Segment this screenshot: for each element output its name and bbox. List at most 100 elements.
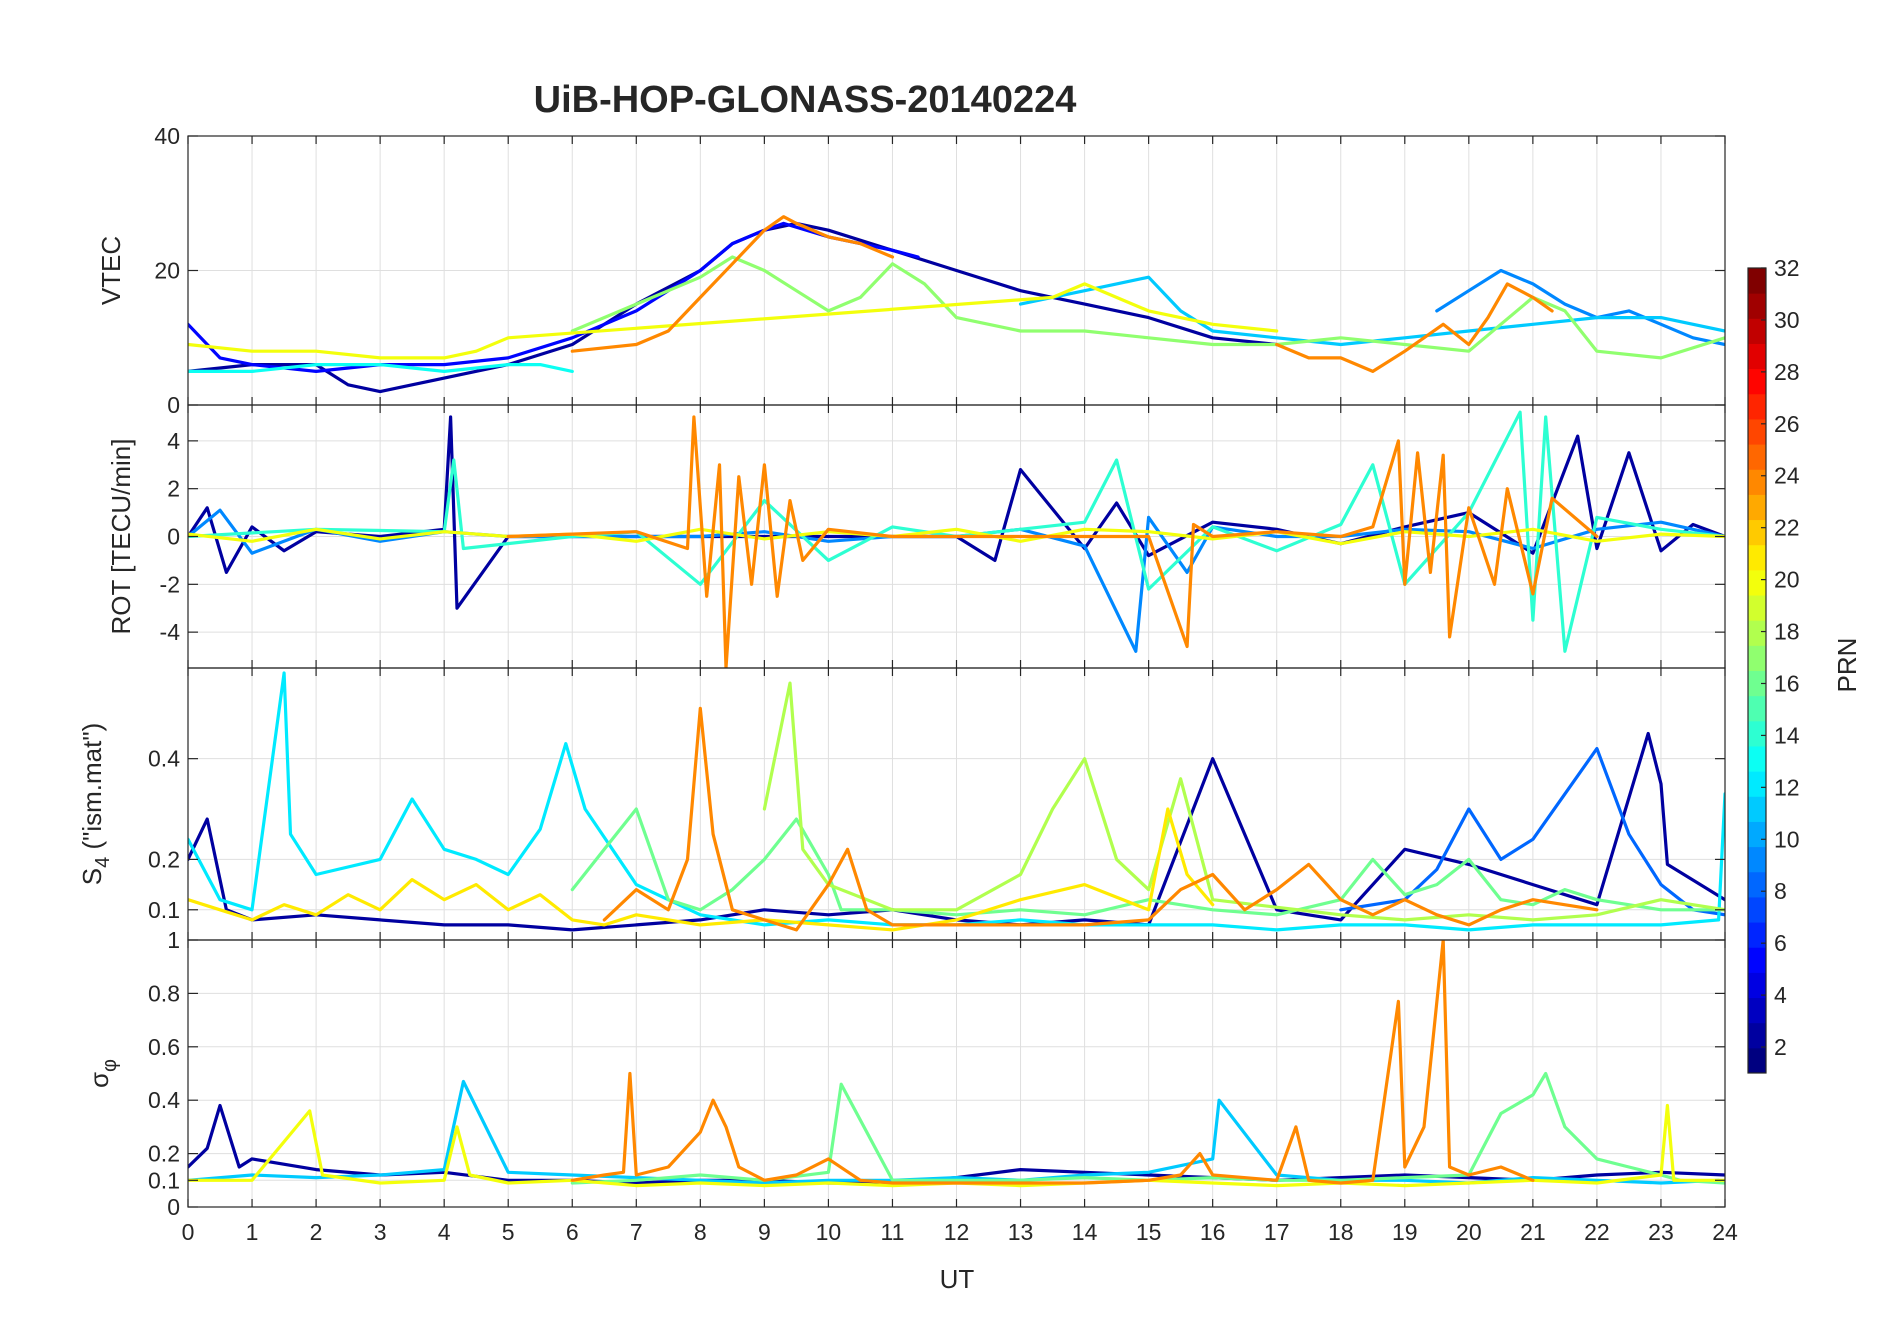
traces-rot [188,410,1725,668]
trace-prn-24 [570,215,895,353]
panel-s4: 0.1 0.2 0.4 S4 ("ism.mat") [77,667,1726,941]
x-tick-label: 5 [502,1219,515,1245]
x-tick-label: 15 [1136,1219,1162,1245]
x-tick-label: 24 [1712,1219,1738,1245]
x-tick-label: 16 [1200,1219,1226,1245]
colorbar-tick-label: 4 [1774,982,1787,1008]
trace-prn-14 [188,410,1725,653]
colorbar-segment [1748,972,1766,999]
colorbar-segment [1748,318,1766,344]
y-tick-label: 40 [154,123,180,149]
trace-prn-20 [188,282,1279,360]
x-tick-label: 17 [1264,1219,1290,1245]
colorbar-tick-label: 16 [1774,670,1800,696]
colorbar-segment [1748,695,1766,722]
colorbar-label: PRN [1832,638,1862,693]
colorbar-segment [1748,645,1766,671]
colorbar-segment [1748,771,1766,797]
y-tick-label: 0.1 [148,897,180,923]
trace-prn-16 [570,807,1725,917]
x-tick-label: 9 [758,1219,771,1245]
colorbar-tick-label: 32 [1774,255,1800,281]
trace-prn-8 [1339,747,1725,917]
colorbar-tick-label: 28 [1774,359,1800,385]
colorbar-tick-label: 8 [1774,878,1787,904]
x-tick-label: 13 [1008,1219,1034,1245]
colorbar-tick-label: 14 [1774,722,1800,748]
colorbar-segment [1748,418,1766,445]
colorbar-segment [1748,494,1766,521]
colorbar-segment [1748,796,1766,822]
colorbar-segment [1748,620,1766,646]
trace-prn-12 [188,671,1725,932]
colorbar-segment [1748,595,1766,621]
x-tick-label: 14 [1072,1219,1098,1245]
x-tick-label: 10 [816,1219,842,1245]
x-tick-label: 1 [246,1219,259,1245]
colorbar-tick-label: 22 [1774,515,1800,541]
y-tick-label: -4 [160,619,181,645]
colorbar-segment [1748,569,1766,596]
x-tick-label: 18 [1328,1219,1354,1245]
colorbar-segment [1748,1022,1766,1049]
trace-prn-18 [762,681,1725,922]
x-tick-label: 3 [374,1219,387,1245]
traces-sigma [188,940,1725,1188]
colorbar-segment [1748,544,1766,571]
colorbar-segment [1748,343,1766,370]
colorbar-segment [1748,871,1766,898]
y-tick-label: -2 [160,571,180,597]
colorbar-segment [1748,444,1766,470]
y-tick-label: 0.6 [148,1034,180,1060]
x-tick-label: 2 [310,1219,323,1245]
y-tick-label: 0.1 [148,1167,180,1193]
y-tick-label: 0 [167,1194,180,1220]
trace-prn-24 [602,706,1599,932]
colorbar-tick-label: 2 [1774,1034,1787,1060]
x-tick-label: 20 [1456,1219,1482,1245]
colorbar-tick-label: 24 [1774,463,1800,489]
panel-sigma: 00.10.2 0.4 0.6 0.8 1 σφ [84,927,1726,1220]
y-tick-label: 0.4 [148,746,180,772]
trace-prn-20 [188,527,1725,546]
colorbar-segment [1748,519,1766,546]
x-tick-label: 0 [182,1219,195,1245]
x-tick-label: 23 [1648,1219,1674,1245]
x-tick-label: 22 [1584,1219,1610,1245]
trace-prn-24 [570,940,1535,1185]
traces-vtec [188,215,1725,394]
trace-prn-24 [506,415,1599,668]
colorbar-segment [1748,947,1766,973]
panel-rot: -4 -2 0 2 4 ROT [TECU/min] [106,404,1726,669]
x-tick-label: 11 [881,1219,905,1245]
x-tick-label: 6 [566,1219,579,1245]
y-tick-label: 0.2 [148,846,180,872]
y-tick-label: 0 [167,524,180,550]
colorbar-tick-label: 30 [1774,307,1800,333]
y-tick-label: 1 [167,927,180,953]
colorbar-segment [1748,821,1766,848]
y-tick-label: 0.8 [148,980,180,1006]
y-axis-label-vtec: VTEC [96,236,126,305]
colorbar-tick-label: 12 [1774,774,1800,800]
colorbar-segment [1748,393,1766,420]
trace-prn-24 [1275,282,1554,373]
y-tick-label: 0.2 [148,1141,180,1167]
x-tick-label: 21 [1520,1219,1546,1245]
colorbar-segment [1748,293,1766,319]
y-axis-label-sigma: σφ [84,1059,121,1088]
colorbar-tick-label: 10 [1774,826,1800,852]
x-tick-labels: 0 1 2 3 4 5 6 7 8 9 10 11 12 13 14 15 16 17 18 19 20 21 22 23 24 [182,1219,1738,1245]
colorbar-frame [1747,267,1767,1074]
trace-prn-21 [188,807,1215,932]
colorbar-tick-label: 20 [1774,567,1800,593]
x-tick-label: 4 [438,1219,451,1245]
chart-title: UiB-HOP-GLONASS-20140224 [534,79,1077,121]
y-tick-label: 2 [167,476,180,502]
trace-prn-9 [1435,268,1725,347]
y-tick-label: 20 [154,258,180,284]
colorbar-segment [1748,745,1766,772]
colorbar-segment [1748,1047,1766,1074]
